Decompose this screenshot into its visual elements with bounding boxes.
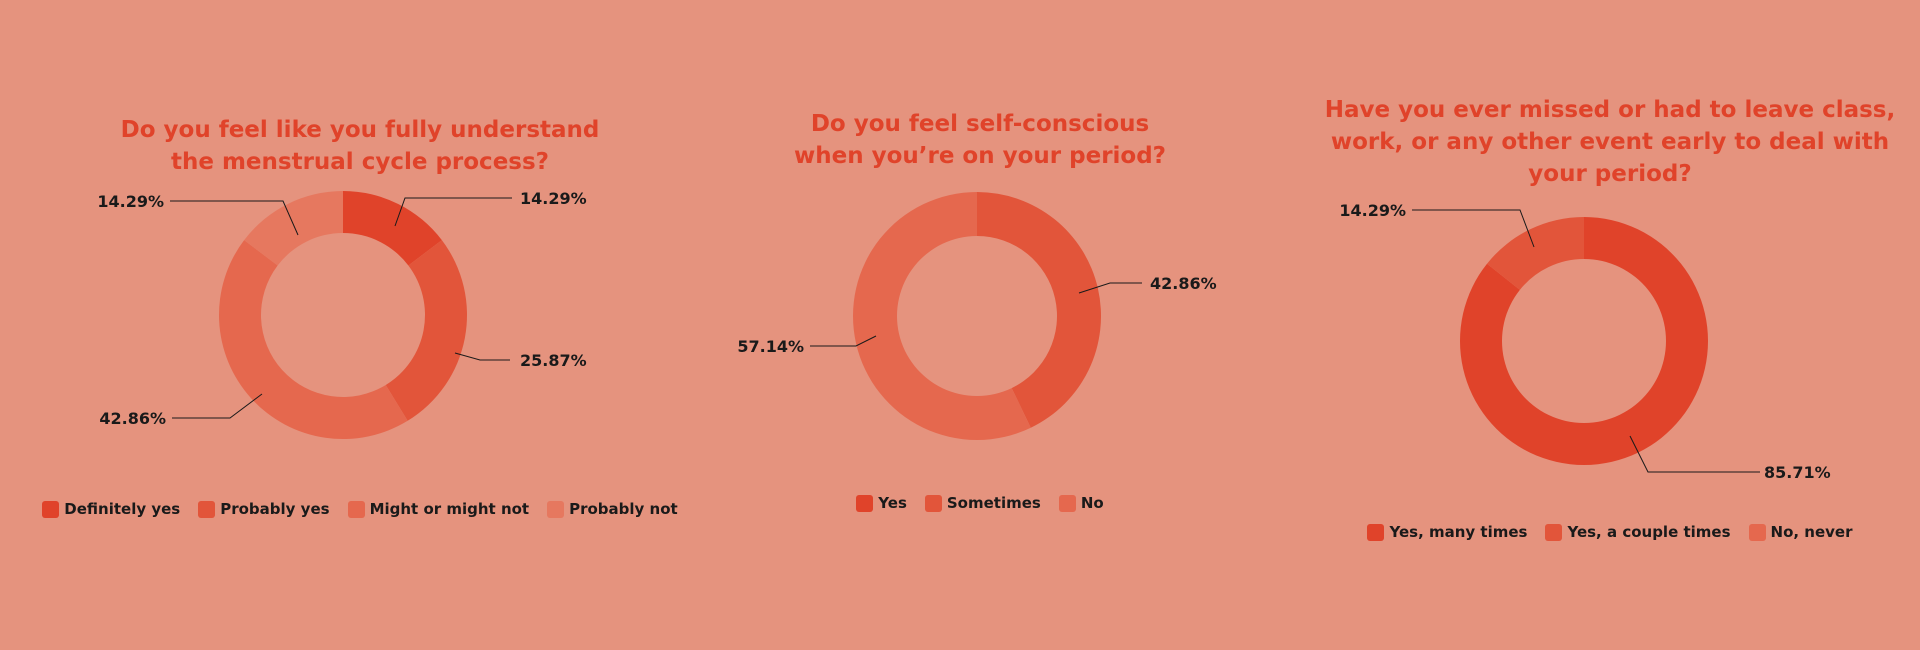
data-label: 14.29%: [97, 192, 164, 211]
donut-slice-no: [853, 192, 1031, 440]
donut-chart-1: 14.29% 25.87% 42.86% 14.29%: [97, 189, 587, 439]
chart-title-2: Do you feel self-conscious when you’re o…: [793, 111, 1167, 169]
donut-slice-yes-many-times: [1460, 217, 1708, 465]
donut-slice-probably-not: [244, 191, 343, 266]
leader-line: [170, 200, 299, 236]
legend-item: Yes, a couple times: [1545, 523, 1731, 541]
legend-1: Definitely yes Probably yes Might or mig…: [0, 500, 720, 518]
legend-item: Probably not: [547, 500, 678, 518]
legend-item: Definitely yes: [42, 500, 180, 518]
chart-title-3: Have you ever missed or had to leave cla…: [1324, 97, 1896, 187]
donut-slice-sometimes: [977, 192, 1101, 428]
data-label: 14.29%: [1339, 201, 1406, 220]
data-label: 42.86%: [1150, 274, 1217, 293]
leader-line: [172, 393, 263, 419]
legend-3: Yes, many times Yes, a couple times No, …: [1300, 523, 1920, 541]
data-label: 25.87%: [520, 351, 587, 370]
data-label: 57.14%: [737, 337, 804, 356]
chart-panel-3: Have you ever missed or had to leave cla…: [1300, 0, 1920, 650]
donut-slice-might-or-might-not: [219, 240, 408, 439]
leader-line: [394, 197, 512, 227]
legend-item: Yes, many times: [1367, 523, 1527, 541]
legend-item: Probably yes: [198, 500, 330, 518]
chart-title-1: Do you feel like you fully understand th…: [120, 117, 600, 175]
leader-line: [1629, 435, 1760, 473]
donut-slice-yes-a-couple-times: [1487, 217, 1584, 290]
legend-2: Yes Sometimes No: [600, 494, 1360, 512]
leader-line: [810, 335, 877, 347]
leader-line: [454, 352, 510, 361]
donut-chart-3: 85.71% 14.29%: [1339, 201, 1831, 482]
data-label: 14.29%: [520, 189, 587, 208]
data-label: 42.86%: [99, 409, 166, 428]
chart-panel-1: Do you feel like you fully understand th…: [0, 0, 720, 650]
leader-line: [1078, 282, 1142, 294]
legend-item: No, never: [1748, 523, 1853, 541]
leader-line: [1412, 209, 1535, 248]
donut-slice-probably-yes: [385, 240, 467, 421]
legend-item: Sometimes: [924, 494, 1041, 512]
legend-item: Yes: [856, 494, 907, 512]
donut-chart-2: 42.86% 57.14%: [737, 192, 1217, 440]
legend-item: No: [1058, 494, 1104, 512]
data-label: 85.71%: [1764, 463, 1831, 482]
donut-slice-definitely-yes: [343, 191, 442, 266]
legend-item: Might or might not: [347, 500, 529, 518]
chart-panel-2: Do you feel self-conscious when you’re o…: [600, 0, 1360, 650]
